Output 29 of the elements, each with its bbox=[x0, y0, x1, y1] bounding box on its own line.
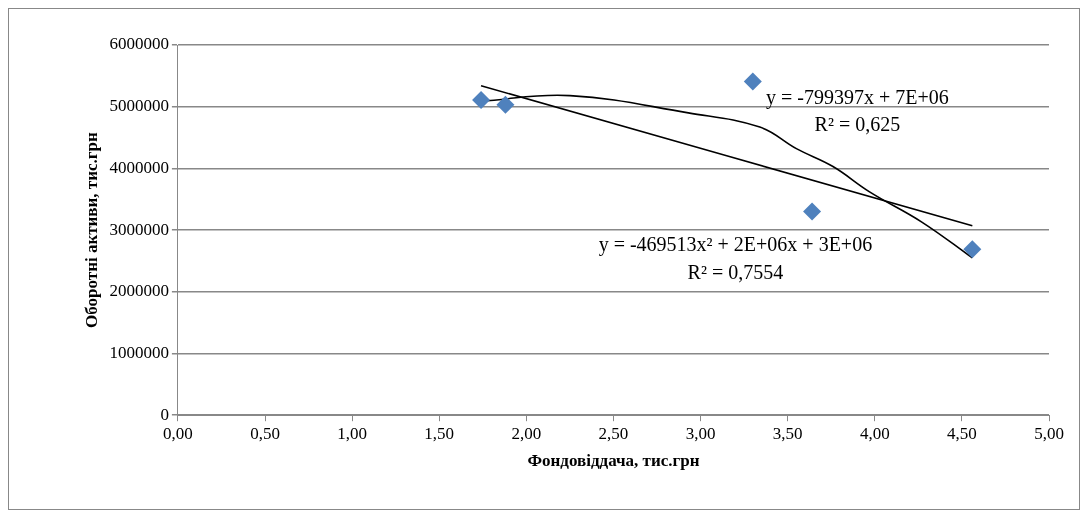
y-tick-label: 1000000 bbox=[109, 342, 169, 362]
x-tick-label: 0,50 bbox=[250, 423, 280, 443]
annotation: R² = 0,7554 bbox=[687, 260, 784, 283]
y-tick-label: 3000000 bbox=[109, 219, 169, 239]
x-tick-label: 5,00 bbox=[1034, 423, 1064, 443]
x-tick-label: 2,00 bbox=[511, 423, 542, 443]
x-axis-title: Фондовіддача, тис.грн bbox=[527, 451, 700, 471]
y-tick-label: 2000000 bbox=[109, 281, 169, 301]
x-tick-label: 4,00 bbox=[859, 423, 890, 443]
x-tick-label: 3,50 bbox=[772, 423, 803, 443]
y-tick-label: 0 bbox=[160, 404, 169, 424]
point bbox=[803, 202, 822, 221]
x-tick-label: 4,50 bbox=[947, 423, 977, 443]
point bbox=[472, 90, 491, 109]
x-tick-label: 0,00 bbox=[163, 423, 193, 443]
x-tick-label: 1,00 bbox=[337, 423, 367, 443]
y-tick-label: 4000000 bbox=[109, 157, 169, 177]
annotation: R² = 0,625 bbox=[814, 112, 901, 135]
point bbox=[496, 95, 515, 114]
annotation: y = -469513x² + 2E+06x + 3E+06 bbox=[598, 232, 873, 256]
y-tick-label: 5000000 bbox=[109, 96, 169, 116]
x-tick-label: 3,00 bbox=[685, 423, 716, 443]
y-axis-title: Оборотні активи, тис.грн bbox=[81, 132, 101, 328]
annotation: y = -799397x + 7E+06 bbox=[766, 85, 949, 109]
x-tick-label: 1,50 bbox=[424, 423, 455, 443]
y-tick-label: 6000000 bbox=[109, 34, 169, 54]
point bbox=[963, 240, 982, 259]
x-tick-label: 2,50 bbox=[598, 423, 629, 443]
point bbox=[743, 72, 762, 91]
